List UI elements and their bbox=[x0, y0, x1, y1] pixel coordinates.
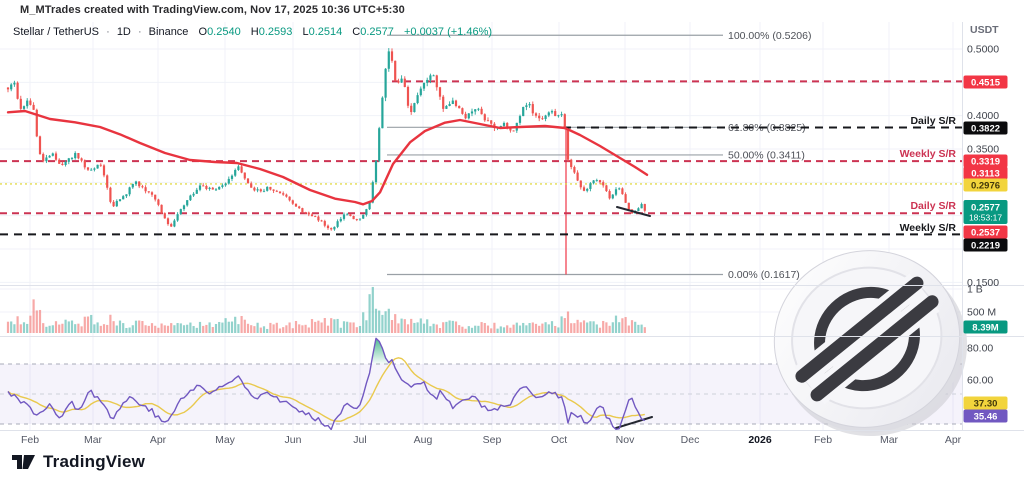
svg-text:0.3822: 0.3822 bbox=[971, 124, 1000, 135]
svg-text:Weekly S/R: Weekly S/R bbox=[900, 148, 957, 160]
svg-text:60.00: 60.00 bbox=[967, 375, 993, 387]
interval-label[interactable]: 1D bbox=[116, 26, 131, 38]
svg-text:Feb: Feb bbox=[21, 434, 39, 446]
divergence-trendlines[interactable] bbox=[615, 206, 653, 429]
pane-separators bbox=[0, 22, 1024, 431]
svg-text:Dec: Dec bbox=[681, 434, 700, 446]
svg-text:0.2219: 0.2219 bbox=[971, 241, 1000, 252]
rsi-indicator bbox=[7, 337, 646, 431]
volume-bars bbox=[6, 286, 646, 333]
svg-text:8.39M: 8.39M bbox=[972, 323, 998, 334]
separator: · bbox=[106, 26, 110, 38]
svg-text:0.4515: 0.4515 bbox=[971, 78, 1001, 89]
svg-text:0.5000: 0.5000 bbox=[967, 44, 999, 56]
svg-text:50.00% (0.3411): 50.00% (0.3411) bbox=[728, 149, 805, 161]
symbol-name[interactable]: Stellar / TetherUS bbox=[13, 26, 100, 38]
svg-text:1 B: 1 B bbox=[967, 284, 983, 296]
high-label: H bbox=[250, 26, 259, 38]
svg-text:0.3500: 0.3500 bbox=[967, 144, 999, 156]
svg-text:Daily S/R: Daily S/R bbox=[910, 200, 956, 212]
stellar-logo-glyph bbox=[794, 273, 940, 405]
svg-text:Apr: Apr bbox=[150, 434, 167, 446]
svg-text:0.1500: 0.1500 bbox=[967, 277, 999, 289]
low-label: L bbox=[302, 26, 309, 38]
fibonacci-retracement[interactable]: 100.00% (0.5206)61.80% (0.3825)50.00% (0… bbox=[387, 30, 811, 281]
open-label: O bbox=[198, 26, 208, 38]
close-value: 0.2577 bbox=[360, 26, 394, 38]
svg-text:18:53:17: 18:53:17 bbox=[969, 213, 1002, 223]
open-value: 0.2540 bbox=[207, 26, 241, 38]
svg-text:500 M: 500 M bbox=[967, 307, 996, 319]
svg-text:Sep: Sep bbox=[483, 434, 502, 446]
close-label: C bbox=[352, 26, 361, 38]
svg-text:0.4000: 0.4000 bbox=[967, 110, 999, 122]
low-value: 0.2514 bbox=[308, 26, 343, 38]
stellar-coin-graphic bbox=[773, 250, 968, 437]
svg-text:80.00: 80.00 bbox=[967, 343, 993, 355]
change-value: +0.0037 (+1.46%) bbox=[403, 26, 493, 38]
svg-text:0.2577: 0.2577 bbox=[971, 203, 1000, 214]
svg-text:0.2537: 0.2537 bbox=[971, 228, 1000, 239]
svg-text:100.00% (0.5206): 100.00% (0.5206) bbox=[728, 30, 811, 42]
svg-text:Daily S/R: Daily S/R bbox=[910, 115, 956, 127]
support-resistance-lines[interactable] bbox=[0, 80, 962, 236]
separator: · bbox=[137, 26, 142, 38]
svg-text:Mar: Mar bbox=[84, 434, 103, 446]
tradingview-logo-text: TradingView bbox=[43, 452, 146, 471]
svg-text:Nov: Nov bbox=[616, 434, 635, 446]
svg-text:Apr: Apr bbox=[945, 434, 962, 446]
symbol-info-bar[interactable]: Stellar / TetherUS · 1D · Binance O0.254… bbox=[13, 26, 492, 38]
svg-text:Aug: Aug bbox=[414, 434, 433, 446]
svg-text:Weekly S/R: Weekly S/R bbox=[900, 222, 957, 234]
svg-text:0.3319: 0.3319 bbox=[971, 157, 1000, 168]
svg-text:0.3113: 0.3113 bbox=[971, 169, 1000, 180]
svg-text:0.00% (0.1617): 0.00% (0.1617) bbox=[728, 269, 800, 281]
svg-text:Mar: Mar bbox=[880, 434, 899, 446]
time-axis[interactable]: Feb Mar Apr May Jun Jul Aug Sep Oct Nov Dec 2026 Feb… bbox=[21, 434, 962, 446]
exchange-label: Binance bbox=[148, 26, 189, 38]
svg-text:35.46: 35.46 bbox=[974, 412, 998, 423]
svg-text:Oct: Oct bbox=[551, 434, 567, 446]
moving-average-line[interactable] bbox=[6, 109, 649, 206]
svg-text:37.30: 37.30 bbox=[974, 399, 998, 410]
svg-text:Jun: Jun bbox=[285, 434, 302, 446]
svg-text:Feb: Feb bbox=[814, 434, 832, 446]
sr-text-labels: Daily S/R Weekly S/R Daily S/R Weekly S/R bbox=[900, 115, 957, 234]
svg-text:Jul: Jul bbox=[353, 434, 366, 446]
candlestick-series bbox=[6, 48, 646, 231]
svg-text:USDT: USDT bbox=[970, 24, 999, 36]
tradingview-logo[interactable]: TradingView bbox=[12, 451, 145, 473]
attribution-text: M_MTrades created with TradingView.com, … bbox=[20, 4, 405, 16]
high-value: 0.2593 bbox=[258, 26, 293, 38]
tradingview-logo-icon bbox=[12, 455, 35, 469]
svg-text:0.2976: 0.2976 bbox=[971, 181, 1000, 192]
svg-text:May: May bbox=[215, 434, 236, 446]
svg-text:2026: 2026 bbox=[748, 434, 772, 446]
